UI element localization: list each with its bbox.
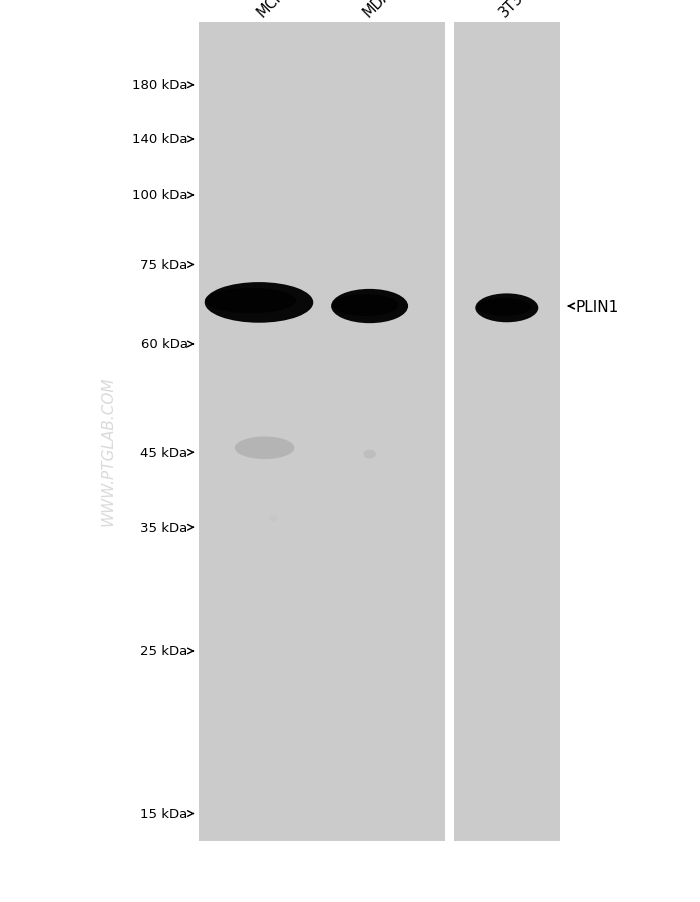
Text: 140 kDa: 140 kDa	[132, 133, 188, 146]
Ellipse shape	[204, 282, 314, 323]
Ellipse shape	[205, 289, 296, 314]
Text: 180 kDa: 180 kDa	[132, 79, 188, 92]
Text: 60 kDa: 60 kDa	[141, 338, 188, 351]
Text: PLIN1: PLIN1	[575, 299, 619, 314]
Bar	[454, 23, 560, 841]
Ellipse shape	[269, 515, 277, 521]
Ellipse shape	[235, 437, 295, 460]
Text: 45 kDa: 45 kDa	[141, 446, 188, 459]
Text: 15 kDa: 15 kDa	[141, 807, 188, 820]
Ellipse shape	[363, 450, 376, 459]
Text: 3T3-L1: 3T3-L1	[497, 0, 542, 20]
Ellipse shape	[332, 295, 399, 317]
Text: 35 kDa: 35 kDa	[141, 521, 188, 534]
Text: WWW.PTGLAB.COM: WWW.PTGLAB.COM	[101, 376, 116, 526]
Ellipse shape	[477, 299, 531, 317]
Ellipse shape	[331, 290, 408, 324]
Text: MCF-7: MCF-7	[254, 0, 297, 20]
Text: 75 kDa: 75 kDa	[141, 259, 188, 272]
Bar	[199, 23, 444, 841]
Text: 25 kDa: 25 kDa	[141, 645, 188, 658]
Text: 100 kDa: 100 kDa	[132, 189, 188, 202]
Ellipse shape	[475, 294, 538, 323]
Text: MDA-MB-231: MDA-MB-231	[360, 0, 438, 20]
